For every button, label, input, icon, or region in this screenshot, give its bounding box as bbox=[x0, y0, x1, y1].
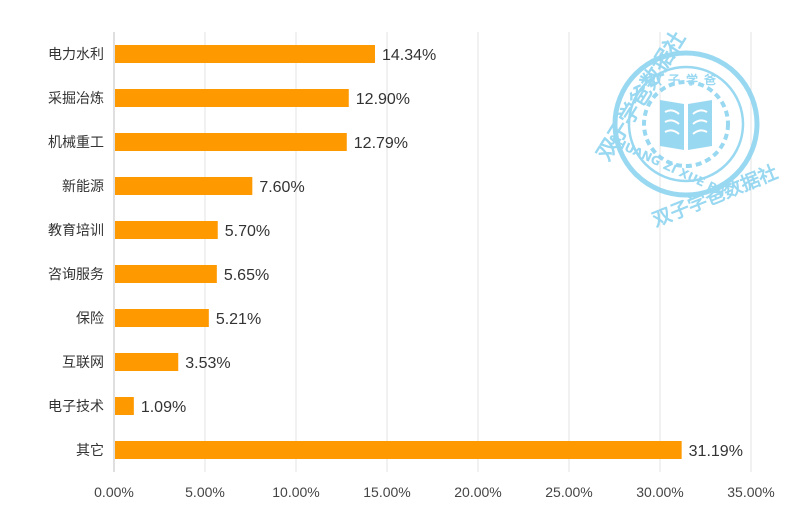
x-tick-label: 20.00% bbox=[454, 484, 501, 500]
bar bbox=[115, 353, 179, 371]
bar bbox=[115, 89, 349, 107]
category-label: 互联网 bbox=[62, 355, 104, 371]
bar bbox=[115, 221, 218, 239]
watermark-gear-icon bbox=[642, 80, 730, 168]
value-label: 5.65% bbox=[224, 267, 269, 284]
category-label: 教育培训 bbox=[48, 223, 104, 239]
bar bbox=[115, 133, 347, 151]
category-label: 电力水利 bbox=[48, 47, 104, 63]
value-label: 12.90% bbox=[356, 91, 410, 108]
x-tick-label: 15.00% bbox=[363, 484, 410, 500]
value-label: 5.21% bbox=[216, 311, 261, 328]
x-tick-label: 35.00% bbox=[727, 484, 774, 500]
category-label: 电子技术 bbox=[48, 399, 104, 415]
category-label: 咨询服务 bbox=[48, 267, 104, 283]
x-tick-label: 10.00% bbox=[272, 484, 319, 500]
bar bbox=[115, 265, 217, 283]
bar bbox=[115, 441, 682, 459]
bar bbox=[115, 177, 253, 195]
category-label: 其它 bbox=[76, 442, 104, 459]
category-label: 新能源 bbox=[62, 179, 104, 195]
watermark-outer-ring bbox=[612, 50, 760, 198]
x-tick-label: 25.00% bbox=[545, 484, 592, 500]
value-label: 14.34% bbox=[382, 47, 436, 64]
bars bbox=[115, 45, 682, 459]
category-label: 机械重工 bbox=[48, 135, 104, 151]
bar bbox=[115, 309, 209, 327]
watermark-inner-text: 双子学爸 bbox=[650, 72, 722, 87]
labels: 0.00% 5.00% 10.00% 15.00% 20.00% 25.00% 30.00%… bbox=[48, 47, 775, 500]
value-label: 7.60% bbox=[259, 179, 304, 196]
value-label: 3.53% bbox=[185, 355, 230, 372]
category-label: 采掘冶炼 bbox=[48, 91, 104, 107]
x-tick-label: 0.00% bbox=[94, 484, 134, 500]
value-label: 31.19% bbox=[689, 443, 743, 460]
watermark-stamp: 双子学爸数据社 双子学爸 SHUANG ZI XUE BA 双子学爸数据社 bbox=[592, 27, 781, 231]
value-label: 12.79% bbox=[354, 135, 408, 152]
value-label: 1.09% bbox=[141, 399, 186, 416]
category-label: 保险 bbox=[76, 311, 104, 327]
bar bbox=[115, 45, 375, 63]
value-label: 5.70% bbox=[225, 223, 270, 240]
book-icon bbox=[660, 100, 712, 150]
x-tick-label: 30.00% bbox=[636, 484, 683, 500]
x-tick-label: 5.00% bbox=[185, 484, 225, 500]
watermark-inner-ring bbox=[627, 65, 745, 183]
bar bbox=[115, 397, 134, 415]
